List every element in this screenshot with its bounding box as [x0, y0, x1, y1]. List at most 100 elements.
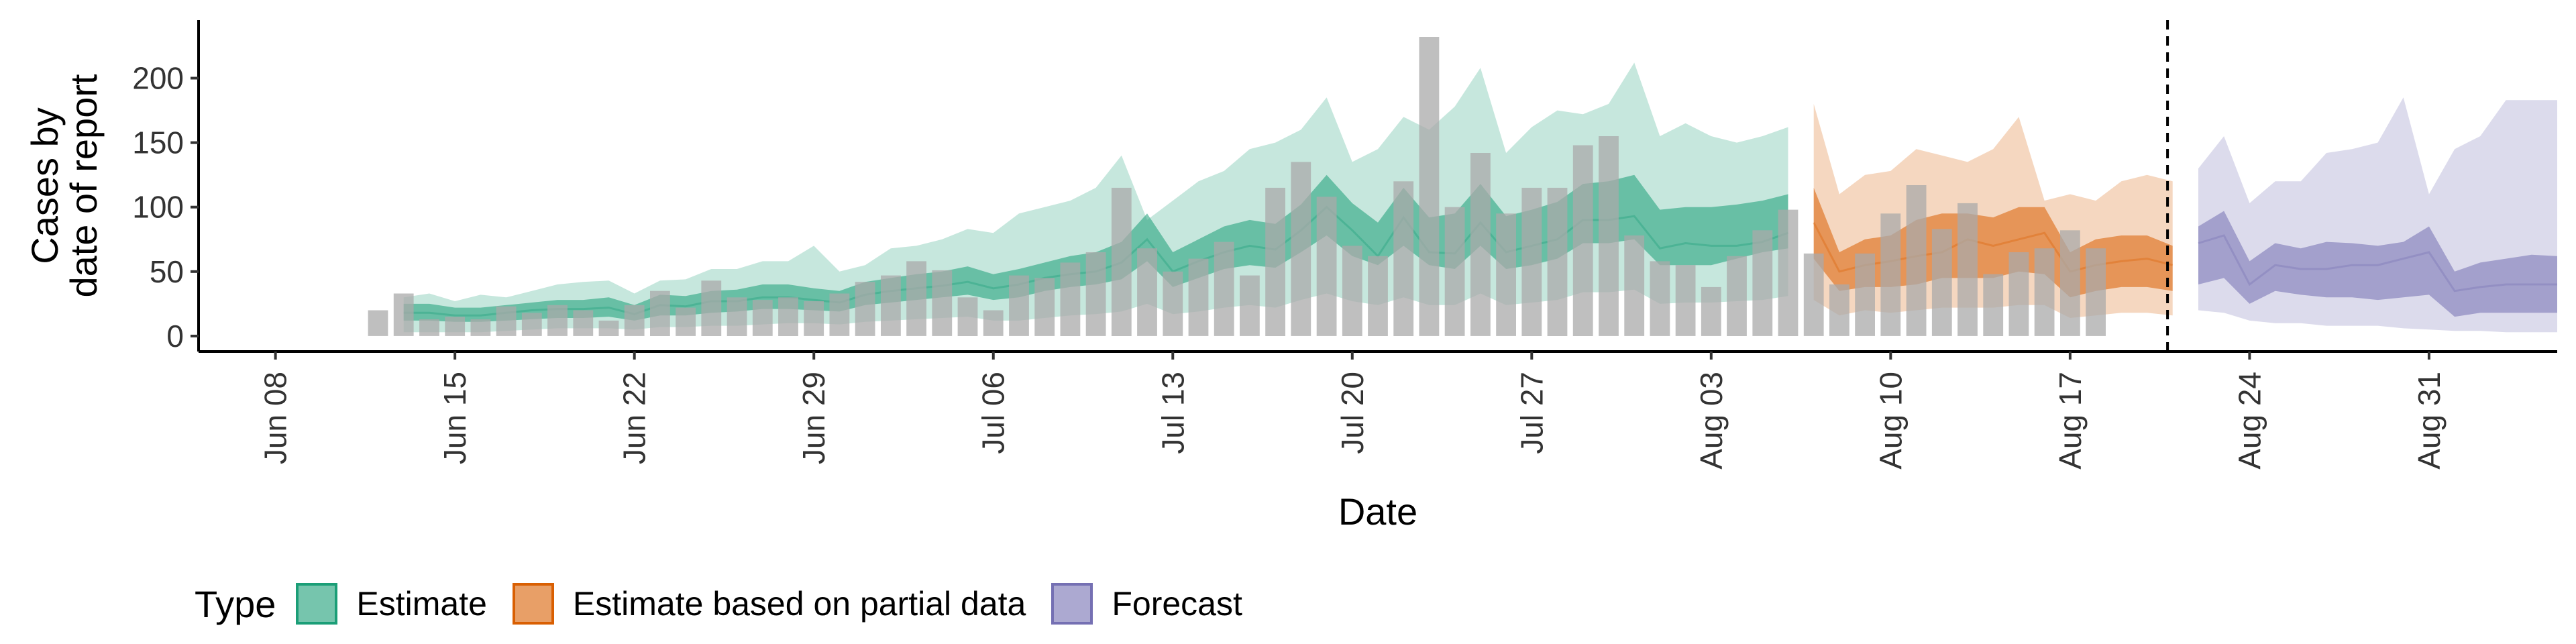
x-tick-label: Aug 03	[1694, 372, 1729, 470]
legend-item-partial: Estimate based on partial data	[512, 583, 1026, 625]
x-tick-label: Aug 10	[1873, 372, 1908, 470]
reported-bar	[676, 307, 696, 336]
reported-bar	[957, 297, 978, 336]
reported-bar	[1419, 37, 1440, 336]
reported-bar	[1163, 271, 1183, 336]
y-axis-title-line: Cases by	[23, 107, 66, 264]
x-tick-label: Jul 13	[1155, 372, 1190, 454]
reported-bar	[1034, 278, 1055, 336]
reported-bar	[1829, 284, 1849, 336]
reported-bar	[1906, 185, 1927, 336]
legend-label-partial: Estimate based on partial data	[572, 585, 1026, 623]
x-tick-label: Jul 20	[1335, 372, 1370, 454]
legend: Type Estimate Estimate based on partial …	[195, 577, 1268, 631]
reported-bar	[2060, 230, 2080, 336]
reported-bar	[1265, 187, 1285, 336]
reported-bar	[1650, 261, 1670, 336]
reported-bar	[1188, 258, 1209, 336]
reported-bar	[855, 282, 875, 336]
reported-bar	[1675, 265, 1696, 336]
reported-bar	[1855, 253, 1875, 336]
reported-bar	[1752, 230, 1773, 336]
reported-bar	[521, 313, 542, 336]
reported-bar	[1470, 153, 1491, 336]
reported-bar	[2086, 248, 2106, 336]
legend-item-forecast: Forecast	[1051, 583, 1242, 625]
reported-bar	[419, 319, 439, 336]
reported-bar	[1316, 197, 1337, 336]
reported-bar	[1983, 274, 2004, 336]
reported-bar	[932, 270, 953, 336]
reported-bar	[598, 320, 619, 336]
x-tick-label: Jun 08	[258, 372, 293, 464]
reported-bar	[1085, 252, 1106, 336]
reported-bar	[1496, 213, 1516, 336]
legend-swatch-estimate	[296, 583, 338, 625]
reported-bar	[778, 297, 798, 336]
plot-bars	[368, 37, 2106, 336]
reported-bar	[368, 310, 388, 336]
plot-axes	[191, 20, 2557, 360]
median-line-2	[2198, 234, 2557, 292]
reported-bar	[1060, 262, 1081, 336]
plot-labels: 0 50 100 150 200 Jun 08 Jun 15 Jun 22 Jun 29 Jul …	[23, 60, 2447, 533]
y-tick-label: 150	[132, 125, 184, 160]
band-inner-1	[1813, 187, 2173, 298]
y-tick-label: 50	[150, 254, 184, 289]
reported-bar	[1368, 256, 1388, 336]
reported-bar	[1291, 162, 1311, 336]
x-tick-label: Aug 24	[2232, 372, 2267, 470]
reported-bar	[1701, 286, 1721, 336]
reported-bar	[1727, 256, 1747, 336]
reported-bar	[1444, 207, 1465, 336]
legend-swatch-forecast	[1051, 583, 1093, 625]
reported-bar	[2034, 248, 2055, 336]
reported-bar	[393, 293, 414, 336]
legend-label-forecast: Forecast	[1112, 585, 1242, 623]
reported-bar	[624, 305, 645, 336]
x-tick-label: Aug 17	[2053, 372, 2088, 470]
reported-bar	[1572, 145, 1593, 336]
reported-bar	[1599, 136, 1619, 336]
x-tick-label: Jun 22	[617, 372, 652, 464]
reported-bar	[1803, 253, 1824, 336]
reported-bar	[650, 290, 670, 336]
band-inner-2	[2198, 211, 2557, 317]
reported-bar	[829, 293, 850, 336]
x-tick-label: Jul 27	[1514, 372, 1549, 454]
reported-bar	[1880, 213, 1901, 336]
reported-bar	[1393, 181, 1414, 336]
reported-bar	[1342, 246, 1362, 336]
reported-bar	[983, 310, 1004, 336]
reported-bar	[1521, 187, 1542, 336]
reported-bar	[1547, 187, 1568, 336]
x-tick-label: Jun 15	[437, 372, 472, 464]
legend-item-estimate: Estimate	[296, 583, 487, 625]
reported-bar	[1624, 235, 1645, 336]
reported-bar	[752, 300, 773, 336]
reported-bar	[1137, 248, 1157, 336]
y-tick-label: 200	[132, 60, 184, 95]
reported-bar	[906, 261, 926, 336]
reported-bar	[1214, 241, 1234, 336]
x-axis-title: Date	[1338, 490, 1417, 533]
reported-bar	[496, 306, 517, 336]
y-tick-label: 100	[132, 190, 184, 225]
reported-bar	[445, 317, 466, 336]
legend-label-estimate: Estimate	[356, 585, 487, 623]
reported-bar	[547, 305, 568, 336]
reported-bar	[727, 297, 747, 336]
reported-bar	[573, 310, 594, 336]
reported-bar	[804, 301, 824, 336]
legend-title: Type	[195, 582, 276, 625]
reported-bar	[1009, 275, 1029, 336]
legend-swatch-partial	[512, 583, 554, 625]
reported-bar	[1778, 209, 1799, 336]
reported-bar	[1957, 203, 1978, 336]
reported-bar	[470, 319, 491, 336]
reported-bar	[1931, 229, 1952, 336]
x-tick-label: Aug 31	[2412, 372, 2447, 470]
reported-bar	[701, 280, 722, 336]
reported-bar	[2008, 252, 2029, 336]
